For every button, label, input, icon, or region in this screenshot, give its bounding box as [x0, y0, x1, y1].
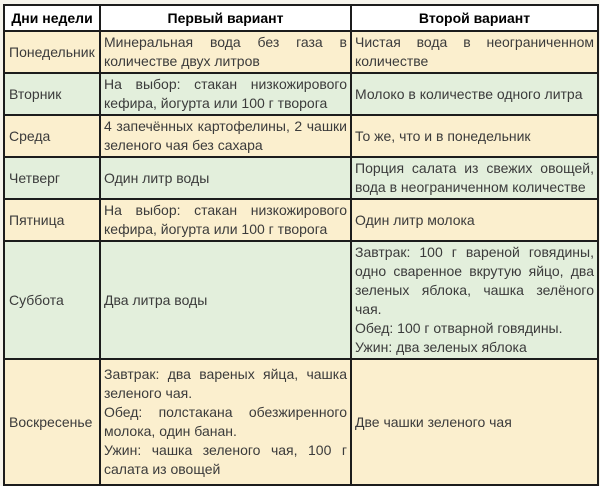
variant-2-cell: Две чашки зеленого чая	[350, 358, 599, 486]
day-cell: Пятница	[3, 198, 101, 242]
variant-1-cell: На выбор: стакан низкожирового кефира, й…	[99, 198, 352, 242]
variant-1-cell: 4 запечённых картофелины, 2 чашки зелено…	[99, 114, 352, 158]
cell-paragraph: Минеральная вода без газа в количестве д…	[104, 34, 347, 69]
table-row: Пятница На выбор: стакан низкожирового ке…	[3, 198, 599, 242]
variant-1-cell: Два литра воды	[99, 240, 352, 360]
day-cell: Среда	[3, 114, 101, 158]
cell-paragraph: Две чашки зеленого чая	[355, 413, 512, 430]
cell-paragraph: Молоко в количестве одного литра	[355, 85, 583, 102]
table-row: Суббота Два литра воды Завтрак: 100 г варе…	[3, 240, 599, 360]
day-cell: Суббота	[3, 240, 101, 360]
day-cell: Вторник	[3, 72, 101, 116]
table-row: Вторник На выбор: стакан низкожирового ке…	[3, 72, 599, 116]
table-row: Воскресенье Завтрак: два вареных яйца, ча…	[3, 358, 599, 486]
variant-1-cell: На выбор: стакан низкожирового кефира, й…	[99, 72, 352, 116]
cell-paragraph: Чистая вода в неограниченном количестве	[355, 34, 594, 69]
cell-paragraph: На выбор: стакан низкожирового кефира, й…	[104, 202, 347, 237]
day-cell: Понедельник	[3, 30, 101, 74]
cell-paragraph: Порция салата из свежих овощей, вода в н…	[355, 160, 594, 195]
table-header-row: Дни недели Первый вариант Второй вариант	[3, 4, 599, 32]
cell-paragraph: Ужин: чашка зеленого чая, 100 г салата и…	[104, 442, 347, 477]
table-body: Понедельник Минеральная вода без газа в к…	[3, 30, 599, 486]
variant-2-cell: Молоко в количестве одного литра	[350, 72, 599, 116]
table-row: Понедельник Минеральная вода без газа в к…	[3, 30, 599, 74]
cell-paragraph: Один литр воды	[104, 169, 210, 186]
header-variant-1: Первый вариант	[99, 4, 352, 32]
variant-2-cell: Порция салата из свежих овощей, вода в н…	[350, 156, 599, 200]
cell-paragraph: Завтрак: 100 г вареной говядины, одно св…	[355, 244, 594, 317]
table-row: Среда 4 запечённых картофелины, 2 чашки з…	[3, 114, 599, 158]
cell-paragraph: 4 запечённых картофелины, 2 чашки зелено…	[104, 118, 347, 153]
cell-paragraph: Один литр молока	[355, 211, 475, 228]
table-row: Четверг Один литр воды Порция салата из св…	[3, 156, 599, 200]
cell-paragraph: Обед: полстакана обезжиренного молока, о…	[104, 404, 347, 439]
variant-2-cell: Чистая вода в неограниченном количестве	[350, 30, 599, 74]
day-cell: Воскресенье	[3, 358, 101, 486]
header-variant-2: Второй вариант	[350, 4, 599, 32]
variant-2-cell: Один литр молока	[350, 198, 599, 242]
cell-paragraph: На выбор: стакан низкожирового кефира, й…	[104, 76, 347, 111]
variant-1-cell: Завтрак: два вареных яйца, чашка зеленог…	[99, 358, 352, 486]
diet-schedule-table: Дни недели Первый вариант Второй вариант…	[3, 4, 599, 486]
variant-2-cell: Завтрак: 100 г вареной говядины, одно св…	[350, 240, 599, 360]
variant-1-cell: Минеральная вода без газа в количестве д…	[99, 30, 352, 74]
cell-paragraph: Два литра воды	[104, 291, 208, 308]
variant-2-cell: То же, что и в понедельник	[350, 114, 599, 158]
day-cell: Четверг	[3, 156, 101, 200]
cell-paragraph: Завтрак: два вареных яйца, чашка зеленог…	[104, 366, 347, 401]
variant-1-cell: Один литр воды	[99, 156, 352, 200]
header-days: Дни недели	[3, 4, 101, 32]
cell-paragraph: То же, что и в понедельник	[355, 127, 531, 144]
cell-paragraph: Обед: 100 г отварной говядины.	[355, 320, 563, 336]
cell-paragraph: Ужин: два зеленых яблока	[355, 339, 527, 355]
